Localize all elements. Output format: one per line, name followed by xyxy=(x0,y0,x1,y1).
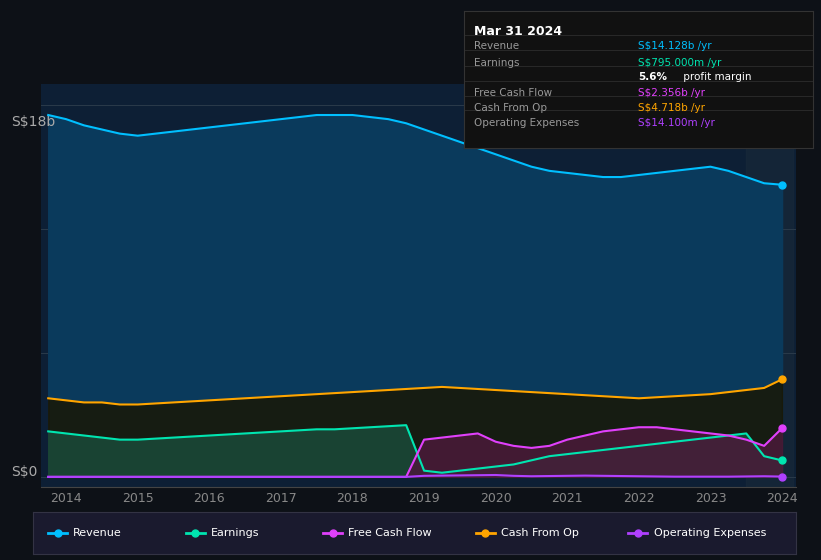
Text: S$14.128b /yr: S$14.128b /yr xyxy=(639,41,712,52)
Text: profit margin: profit margin xyxy=(680,72,752,82)
Text: S$795.000m /yr: S$795.000m /yr xyxy=(639,58,722,68)
Text: Free Cash Flow: Free Cash Flow xyxy=(475,88,553,98)
Text: Revenue: Revenue xyxy=(475,41,520,52)
Text: Operating Expenses: Operating Expenses xyxy=(475,118,580,128)
Text: Cash From Op: Cash From Op xyxy=(501,529,579,538)
Text: Revenue: Revenue xyxy=(73,529,122,538)
Text: Mar 31 2024: Mar 31 2024 xyxy=(475,25,562,38)
Text: S$2.356b /yr: S$2.356b /yr xyxy=(639,88,705,98)
Text: S$18b: S$18b xyxy=(11,115,55,129)
Text: S$0: S$0 xyxy=(11,465,37,479)
Text: Earnings: Earnings xyxy=(211,529,259,538)
Bar xyxy=(746,84,793,487)
Text: S$4.718b /yr: S$4.718b /yr xyxy=(639,103,705,113)
Text: S$14.100m /yr: S$14.100m /yr xyxy=(639,118,715,128)
Text: Cash From Op: Cash From Op xyxy=(475,103,548,113)
Text: Free Cash Flow: Free Cash Flow xyxy=(348,529,432,538)
Text: Operating Expenses: Operating Expenses xyxy=(654,529,766,538)
Text: 5.6%: 5.6% xyxy=(639,72,667,82)
Text: Earnings: Earnings xyxy=(475,58,520,68)
